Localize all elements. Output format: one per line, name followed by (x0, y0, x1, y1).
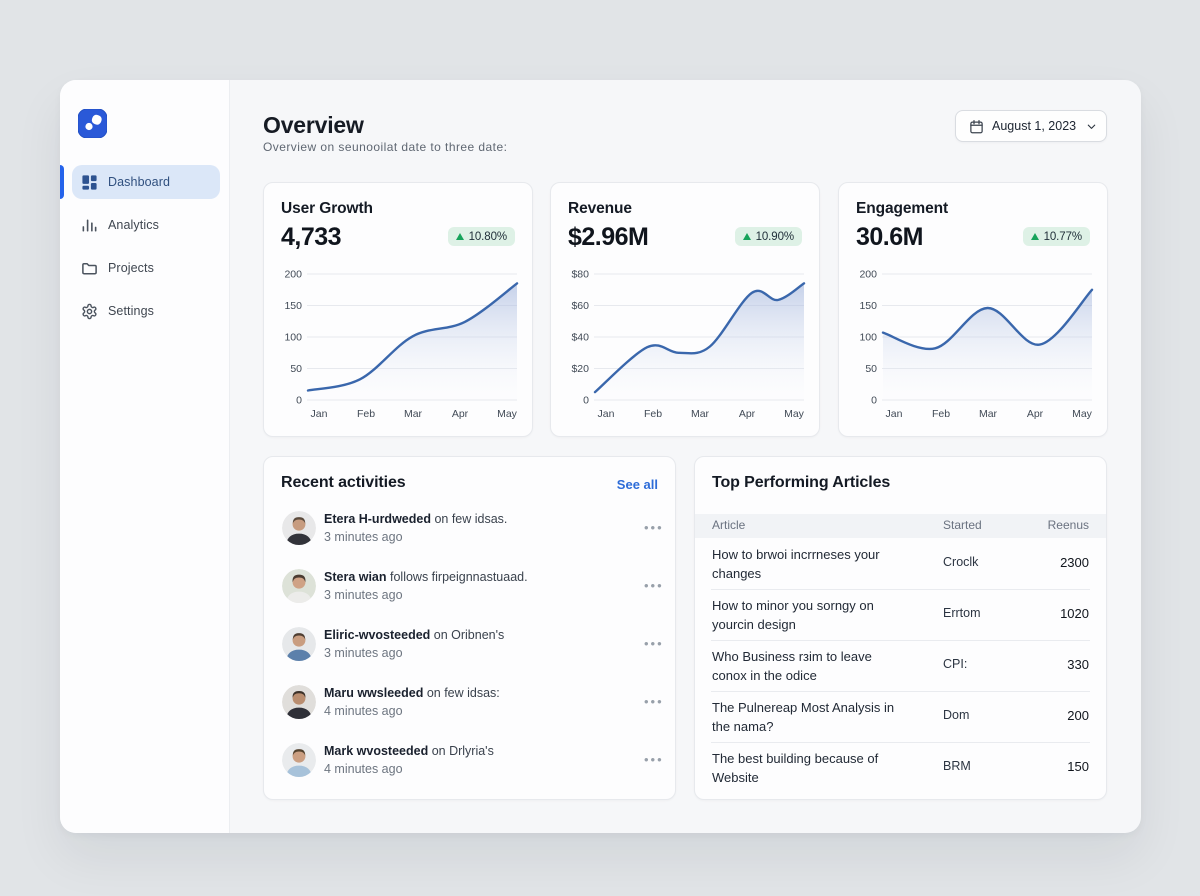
svg-text:0: 0 (296, 395, 302, 407)
svg-text:Apr: Apr (1027, 408, 1044, 420)
svg-text:0: 0 (583, 395, 589, 407)
svg-text:Jan: Jan (311, 408, 328, 420)
svg-text:$40: $40 (571, 332, 589, 344)
svg-text:$20: $20 (571, 363, 589, 375)
svg-text:$60: $60 (571, 300, 589, 312)
svg-text:Apr: Apr (739, 408, 756, 420)
svg-text:$80: $80 (571, 269, 589, 281)
svg-text:Feb: Feb (357, 408, 375, 420)
svg-text:100: 100 (284, 332, 302, 344)
svg-text:150: 150 (284, 300, 302, 312)
svg-text:May: May (1072, 408, 1093, 420)
svg-text:100: 100 (859, 332, 877, 344)
svg-text:May: May (497, 408, 518, 420)
svg-text:May: May (784, 408, 805, 420)
svg-text:Jan: Jan (598, 408, 615, 420)
svg-text:Feb: Feb (932, 408, 950, 420)
svg-text:Mar: Mar (979, 408, 998, 420)
svg-text:Mar: Mar (691, 408, 710, 420)
svg-text:200: 200 (859, 269, 877, 281)
svg-text:200: 200 (284, 269, 302, 281)
svg-text:0: 0 (871, 395, 877, 407)
svg-text:Mar: Mar (404, 408, 423, 420)
svg-text:Feb: Feb (644, 408, 662, 420)
svg-text:150: 150 (859, 300, 877, 312)
svg-text:Jan: Jan (886, 408, 903, 420)
svg-text:Apr: Apr (452, 408, 469, 420)
svg-text:50: 50 (865, 363, 877, 375)
svg-text:50: 50 (290, 363, 302, 375)
